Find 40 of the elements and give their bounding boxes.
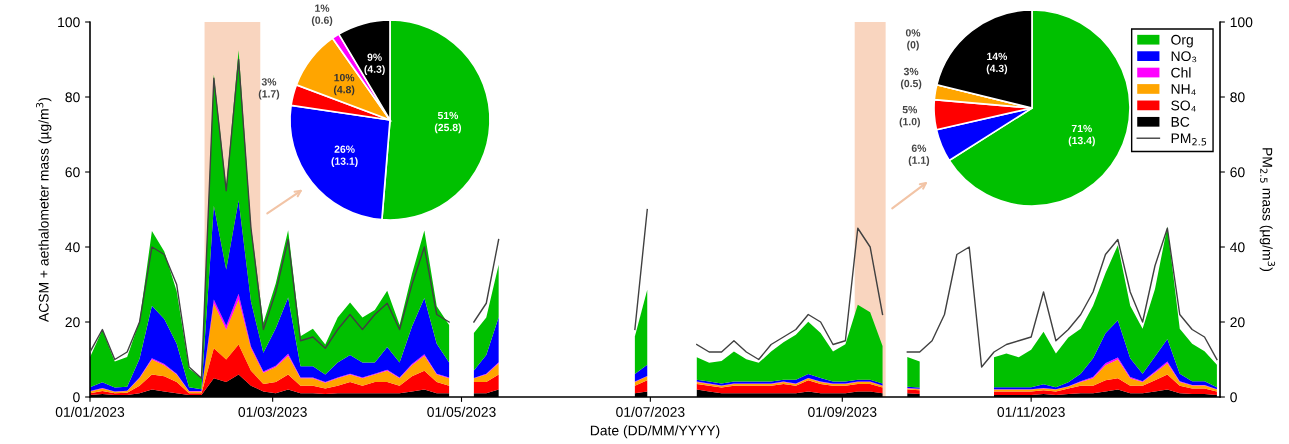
data-label: 6% (1.1)	[908, 144, 930, 166]
y-tick-label: 80	[65, 92, 80, 103]
legend-label: PM$_{2.5}$	[1171, 133, 1207, 146]
x-tick-label: 01/01/2023	[55, 406, 125, 417]
y-tick-label: 60	[65, 167, 80, 178]
y2-tick-label: 80	[1230, 92, 1245, 103]
y-tick-label: 0	[73, 392, 80, 403]
legend-label: Org	[1171, 34, 1193, 48]
x-tick-label: 01/11/2023	[997, 406, 1065, 417]
x-tick-label: 01/09/2023	[808, 406, 877, 417]
legend-label: NH₄	[1171, 84, 1196, 96]
data-label: 10% (4.8)	[333, 73, 355, 96]
y-axis-title: ACSM + aethalometer mass (µg/m$^{3}$)	[36, 97, 52, 323]
y2-tick-label: 0	[1230, 392, 1237, 403]
data-label: 14% (4.3)	[986, 52, 1008, 75]
data-label: 3% (1.7)	[258, 78, 280, 100]
x-tick-label: 01/03/2023	[238, 406, 307, 417]
y-tick-label: 100	[58, 17, 80, 28]
legend-label: BC	[1171, 116, 1190, 127]
data-label: 9% (4.3)	[364, 53, 385, 75]
data-label: 3% (0.5)	[900, 67, 922, 90]
x-axis-title: Date (DD/MM/YYYY)	[590, 425, 720, 439]
data-label: 26% (13.1)	[331, 145, 358, 167]
legend-label: SO₄	[1171, 100, 1196, 112]
legend-label: NO₃	[1171, 51, 1197, 63]
data-label: 71% (13.4)	[1068, 124, 1095, 147]
data-label: 5% (1.0)	[899, 105, 920, 128]
y2-tick-label: 100	[1230, 17, 1253, 28]
y2-tick-label: 20	[1230, 317, 1245, 328]
data-label: 51% (25.8)	[434, 111, 462, 134]
y2-tick-label: 60	[1230, 167, 1245, 178]
y2-tick-label: 40	[1230, 242, 1245, 253]
y-tick-label: 40	[65, 242, 80, 253]
x-tick-label: 01/07/2023	[616, 406, 685, 417]
data-label: 1% (0.6)	[311, 4, 333, 26]
text: 0% (0)	[905, 29, 921, 51]
y2-axis-title: PM$_{2.5}$ mass (µg/m$^{3}$)	[1259, 148, 1276, 272]
x-tick-label: 01/05/2023	[427, 406, 496, 417]
y-tick-label: 20	[65, 317, 80, 328]
legend-label: Chl	[1171, 67, 1191, 78]
